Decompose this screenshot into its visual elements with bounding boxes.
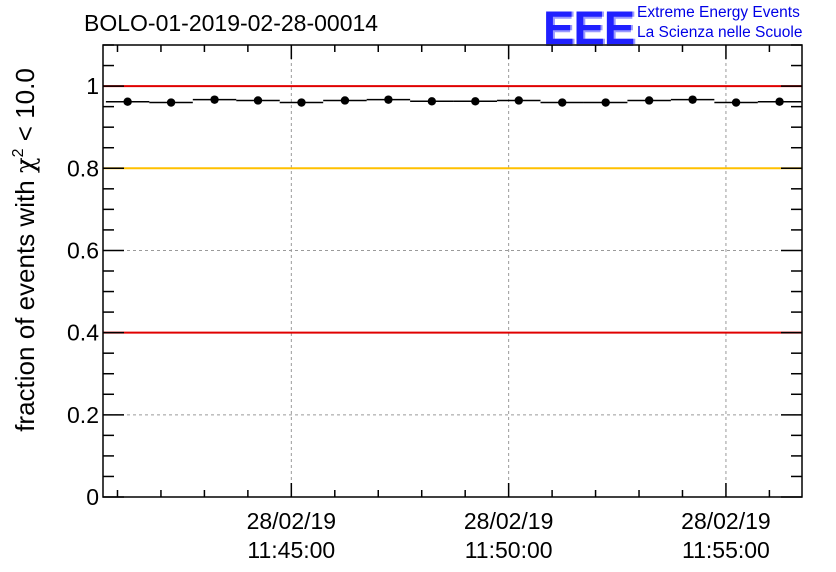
data-point [340, 96, 350, 105]
data-point [471, 97, 480, 106]
x-tick-time-label: 11:45:00 [247, 537, 335, 563]
data-point [210, 95, 219, 104]
x-tick-time-label: 11:55:00 [682, 537, 770, 563]
data-point [558, 98, 567, 107]
data-point [775, 97, 784, 106]
data-point [253, 96, 263, 105]
chart-title: BOLO-01-2019-02-28-00014 [84, 10, 379, 36]
y-tick-label: 0.6 [67, 237, 99, 263]
data-point [514, 96, 523, 105]
data-point [123, 97, 132, 106]
x-tick-date-label: 28/02/19 [464, 508, 554, 534]
data-point [601, 98, 610, 107]
logo-line-1: Extreme Energy Events [637, 4, 800, 21]
y-tick-label: 0.4 [67, 320, 99, 346]
y-tick-label: 0.2 [67, 402, 99, 428]
logo-line-2: La Scienza nelle Scuole [637, 24, 803, 41]
data-point [731, 98, 741, 107]
x-tick-time-label: 11:50:00 [465, 537, 553, 563]
y-label-suffix: < 10.0 [10, 68, 40, 148]
y-axis: 0 0.2 0.4 0.6 0.8 1 [67, 44, 802, 510]
y-label-symbol: χ [11, 157, 41, 173]
logo-caption: Extreme Energy Events La Scienza nelle S… [637, 3, 802, 43]
data-point [384, 95, 393, 104]
data-point [166, 98, 176, 107]
y-tick-label: 0.8 [67, 155, 99, 181]
y-tick-label: 1 [86, 73, 99, 99]
data-point [427, 97, 437, 106]
grid-lines [103, 45, 802, 497]
data-point [644, 96, 654, 105]
x-tick-date-label: 28/02/19 [247, 508, 337, 534]
plot-frame [102, 44, 803, 498]
x-axis: 28/02/19 11:45:00 28/02/19 11:50:00 28/02/19… [116, 45, 771, 563]
y-tick-label: 0 [86, 484, 99, 510]
y-label-exponent: 2 [10, 148, 27, 157]
y-axis-label: fraction of events with χ2 < 10.0 [10, 68, 41, 432]
x-tick-date-label: 28/02/19 [681, 508, 771, 534]
y-label-prefix: fraction of events with [10, 173, 40, 432]
data-point [688, 95, 697, 104]
data-series [105, 95, 802, 107]
reference-lines [103, 85, 802, 334]
data-point [297, 98, 306, 107]
